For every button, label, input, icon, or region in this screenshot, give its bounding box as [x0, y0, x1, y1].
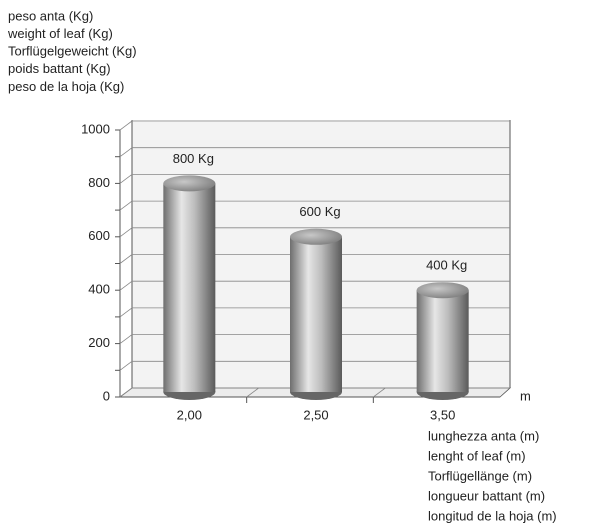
x-axis-label: Torflügellänge (m) — [428, 468, 532, 483]
bar-cap — [163, 175, 216, 192]
category-divider — [246, 387, 259, 398]
bar — [163, 183, 216, 392]
grid-diagonal — [119, 254, 133, 264]
x-tick-label: 3,50 — [430, 407, 455, 422]
x-axis-label: lunghezza anta (m) — [428, 428, 539, 443]
y-tick-label: 1000 — [81, 121, 110, 136]
y-tick-label: 600 — [88, 228, 110, 243]
y-axis-label: peso anta (Kg) — [8, 8, 93, 23]
x-tick-label: 2,50 — [303, 407, 328, 422]
grid-diagonal — [119, 120, 133, 131]
y-tick-label: 0 — [103, 388, 110, 403]
bar-cap — [290, 228, 342, 245]
grid-diagonal — [119, 147, 133, 158]
grid-diagonal — [119, 174, 133, 184]
grid-diagonal — [119, 307, 133, 318]
y-axis-label: Torflügelgeweicht (Kg) — [8, 44, 137, 59]
y-tick-label: 800 — [88, 175, 110, 190]
y-axis-label: poids battant (Kg) — [8, 61, 111, 76]
grid-diagonal — [119, 334, 133, 344]
grid-diagonal — [119, 387, 133, 398]
bar — [290, 236, 342, 392]
x-tick-label: 2,00 — [177, 407, 202, 422]
x-axis-label: longitud de la hoja (m) — [428, 508, 557, 523]
category-divider — [373, 387, 386, 398]
value-label: 400 Kg — [426, 258, 467, 273]
grid-diagonal — [119, 280, 133, 291]
value-label: 800 Kg — [173, 151, 214, 166]
y-tick-label: 200 — [88, 335, 110, 350]
value-label: 600 Kg — [299, 204, 340, 219]
grid-diagonal — [119, 227, 133, 238]
y-tick-label: 400 — [88, 282, 110, 297]
x-unit: m — [520, 388, 531, 403]
bar — [416, 290, 469, 392]
x-axis-label: lenght of leaf (m) — [428, 448, 526, 463]
grid-diagonal — [119, 200, 133, 211]
y-axis-label: weight of leaf (Kg) — [7, 26, 113, 41]
x-axis-label: longueur battant (m) — [428, 488, 545, 503]
y-axis-label: peso de la hoja (Kg) — [8, 79, 124, 94]
grid-diagonal — [119, 360, 133, 371]
bar-cap — [416, 282, 469, 299]
